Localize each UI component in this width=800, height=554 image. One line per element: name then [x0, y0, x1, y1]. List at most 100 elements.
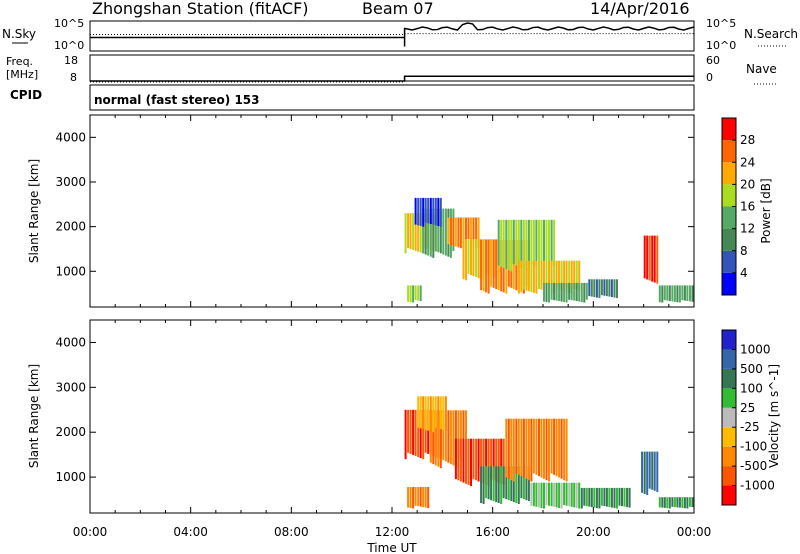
vel-patch [419, 487, 422, 507]
time-axis: 00:00 04:00 08:00 12:00 16:00 20:00 00:00 [73, 525, 712, 539]
vel-patch [412, 409, 415, 455]
velocity-patches [404, 396, 694, 509]
vel-patch [653, 451, 656, 491]
nave-tick-low: 0 [706, 71, 713, 84]
vel-patch [560, 482, 563, 509]
vel-patch [447, 410, 450, 463]
power-colorbar-tick-label: 24 [740, 155, 755, 169]
vel-ytick-label: 3000 [55, 380, 86, 394]
power-patch [678, 285, 681, 303]
vel-patch [490, 438, 493, 480]
power-patch [520, 260, 523, 289]
vel-patch [444, 396, 447, 431]
vel-patch [449, 410, 452, 465]
power-patch [578, 282, 581, 302]
power-patch [439, 197, 442, 227]
vel-patch [472, 438, 475, 480]
power-patch [522, 219, 525, 269]
vel-patch [671, 497, 674, 507]
nsearch-trace [90, 33, 694, 35]
freq-tick-high: 18 [64, 54, 78, 67]
vel-patch [646, 451, 649, 495]
vel-patch [414, 487, 417, 506]
vel-patch [527, 418, 530, 481]
vel-patch [452, 410, 455, 466]
power-y-axis-label: Slant Range [km] [27, 159, 41, 263]
vel-patch [560, 418, 563, 479]
power-patch [558, 260, 561, 290]
power-patch [470, 239, 472, 275]
power-patch [568, 260, 571, 293]
vel-patch [409, 409, 412, 454]
power-colorbar-tick-label: 8 [740, 244, 748, 258]
power-patch [427, 208, 430, 256]
noise-panel-frame [89, 20, 695, 52]
power-patch [510, 219, 513, 272]
vel-colorbar-tick-label: -25 [740, 420, 760, 434]
vel-ytick-label: 1000 [55, 470, 86, 484]
power-patch [683, 285, 686, 301]
vel-patch [497, 438, 500, 483]
nsearch-tick-low: 10^0 [706, 39, 736, 52]
power-patches [404, 197, 694, 303]
power-y-axis: 1000 2000 3000 4000 [55, 130, 694, 278]
vel-patch [424, 396, 427, 430]
power-patch [658, 285, 661, 303]
vel-patch [588, 487, 591, 507]
vel-patch [480, 438, 483, 483]
power-patch [580, 282, 583, 303]
vel-patch [462, 410, 465, 462]
vel-patch [497, 466, 500, 503]
power-patch [646, 235, 649, 280]
vel-patch [626, 487, 629, 508]
vel-patch [422, 396, 425, 430]
cpid-text: normal (fast stereo) 153 [94, 93, 260, 107]
power-patch [538, 260, 540, 289]
vel-colorbar-cell [722, 446, 736, 467]
power-patch [525, 260, 528, 291]
power-patch [424, 208, 427, 255]
vel-patch [543, 482, 545, 509]
vel-patch [618, 487, 621, 506]
vel-colorbar-cell [722, 388, 736, 408]
velocity-y-axis: 1000 2000 3000 4000 [55, 335, 694, 484]
vel-patch [459, 410, 462, 460]
power-patch [530, 260, 533, 292]
vel-patch [487, 466, 490, 500]
power-patch [605, 279, 608, 297]
vel-patch [525, 466, 528, 501]
vel-colorbar-frame [721, 329, 737, 506]
vel-patch [605, 487, 608, 507]
power-colorbar-cell [722, 250, 736, 273]
power-patch [573, 260, 576, 289]
vel-patch [522, 418, 525, 478]
vel-patch [651, 451, 654, 490]
vel-patch [407, 487, 410, 508]
vel-patch [563, 482, 566, 506]
velocity-y-axis-label: Slant Range [km] [27, 364, 41, 468]
power-patch [535, 260, 538, 294]
power-patch [681, 285, 684, 301]
vel-patch [553, 482, 556, 507]
power-patch [497, 219, 500, 266]
time-tick-label: 20:00 [576, 525, 611, 539]
power-patch [570, 282, 573, 301]
time-tick-label: 00:00 [73, 525, 108, 539]
power-patch [507, 219, 510, 271]
power-patch [545, 282, 548, 303]
power-patch [517, 219, 520, 267]
vel-patch [628, 487, 631, 508]
vel-patch [502, 466, 505, 499]
power-patch [550, 219, 553, 266]
power-patch [543, 260, 545, 291]
nave-label: Nave [746, 62, 777, 76]
vel-patch [608, 487, 611, 508]
power-patch [553, 260, 556, 294]
vel-patch [485, 438, 488, 485]
power-patch [409, 285, 412, 303]
power-patch [459, 217, 462, 249]
power-patch [447, 217, 450, 245]
vel-patch [565, 482, 568, 506]
power-patch [467, 217, 470, 246]
vel-patch [439, 396, 442, 430]
